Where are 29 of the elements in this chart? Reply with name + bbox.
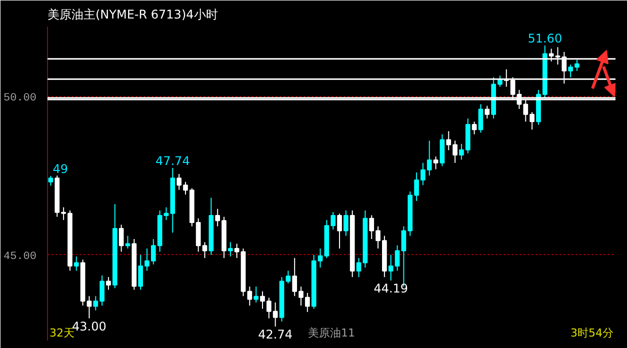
candlestick [472, 121, 477, 135]
annotation: 49 [52, 162, 68, 176]
candlestick [337, 213, 342, 250]
candlestick [234, 243, 240, 259]
annotation: 42.74 [258, 328, 293, 342]
annotation: 3时54分 [570, 326, 614, 340]
candlestick [48, 175, 54, 186]
candlestick [356, 258, 362, 278]
annotation: 43.00 [72, 319, 106, 334]
candlestick [106, 276, 111, 290]
candlestick [286, 270, 291, 284]
candlestick [228, 242, 233, 257]
annotation: 47.74 [155, 154, 190, 168]
candlestick [86, 296, 92, 319]
annotation: 美原油11 [308, 326, 355, 340]
candlestick [440, 134, 445, 167]
y-tick-label: 50.00 [3, 92, 37, 104]
candlestick [344, 210, 348, 236]
candlestick [433, 156, 438, 170]
annotation: 51.60 [528, 32, 562, 46]
candlestick [478, 104, 484, 134]
candlestick [74, 256, 79, 272]
candlestick [118, 224, 124, 252]
annotation: 32天 [50, 326, 74, 340]
candlestick [254, 286, 259, 303]
y-tick-label: 45.00 [3, 250, 37, 263]
candlestick [484, 105, 490, 119]
chart-title: 美原油主(NYME-R 6713)4小时 [48, 8, 218, 22]
annotation: 44.19 [374, 282, 408, 296]
